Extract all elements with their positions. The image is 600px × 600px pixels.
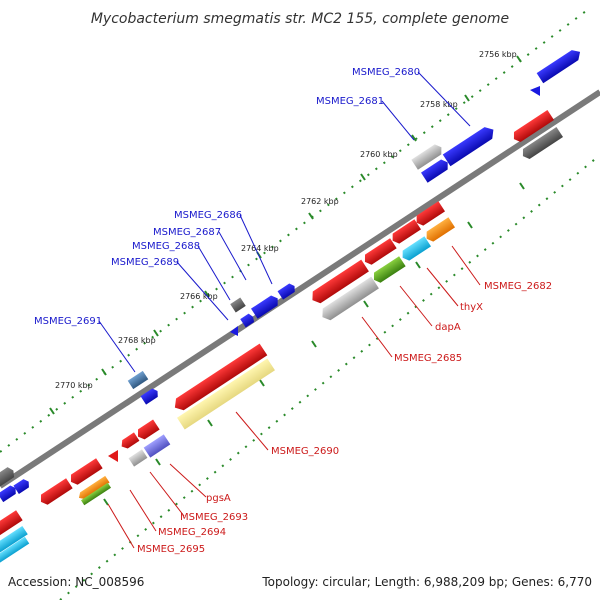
gene-red-2693[interactable] xyxy=(119,432,140,450)
gene-small-blue-1[interactable] xyxy=(530,86,540,96)
gene-msmeg-2690[interactable] xyxy=(177,358,275,430)
gene-blue-f[interactable] xyxy=(13,477,31,495)
gene-red-pgsa[interactable] xyxy=(135,419,160,441)
genome-backbone xyxy=(0,88,600,490)
tick-2760: 2760 kbp xyxy=(360,150,398,159)
reverse-leader-lines xyxy=(107,245,481,549)
tick-2766: 2766 kbp xyxy=(180,292,218,301)
label-msmeg-2693[interactable]: MSMEG_2693 xyxy=(180,512,248,523)
label-msmeg-2690[interactable]: MSMEG_2690 xyxy=(271,446,339,457)
label-msmeg-2685[interactable]: MSMEG_2685 xyxy=(394,353,462,364)
gene-msmeg-2693[interactable] xyxy=(128,449,148,467)
gene-cyan-edge-2[interactable] xyxy=(0,536,30,564)
gene-dark-top[interactable] xyxy=(520,127,564,161)
tick-2758: 2758 kbp xyxy=(420,100,458,109)
genome-summary-text: Topology: circular; Length: 6,988,209 bp… xyxy=(261,575,592,589)
gene-msmeg-2685[interactable] xyxy=(319,276,379,323)
label-msmeg-2680[interactable]: MSMEG_2680 xyxy=(352,67,420,78)
accession-text: Accession: NC_008596 xyxy=(8,575,144,589)
label-thyx[interactable]: thyX xyxy=(460,302,483,313)
gene-cyan-edge-1[interactable] xyxy=(0,525,28,555)
gene-msmeg-2688[interactable] xyxy=(240,313,256,328)
gene-gray-a[interactable] xyxy=(411,142,444,170)
gene-msmeg-2695[interactable] xyxy=(80,482,112,506)
gene-msmeg-2680[interactable] xyxy=(536,47,584,84)
gene-dapa[interactable] xyxy=(371,256,406,285)
gene-red-top[interactable] xyxy=(511,110,555,144)
kbp-tick-labels: 2756 kbp 2758 kbp 2760 kbp 2762 kbp 2764… xyxy=(55,50,517,390)
label-msmeg-2694[interactable]: MSMEG_2694 xyxy=(158,527,226,538)
label-msmeg-2688[interactable]: MSMEG_2688 xyxy=(132,241,200,252)
gene-red-2682a[interactable] xyxy=(413,201,445,228)
gene-red-left[interactable] xyxy=(38,478,73,507)
tick-2756: 2756 kbp xyxy=(479,50,517,59)
gene-blue-b[interactable] xyxy=(421,157,451,183)
label-msmeg-2687[interactable]: MSMEG_2687 xyxy=(153,227,221,238)
gene-blue-d[interactable] xyxy=(0,465,17,487)
gene-blue-c[interactable] xyxy=(140,387,161,405)
label-msmeg-2691[interactable]: MSMEG_2691 xyxy=(34,316,102,327)
map-title: Mycobacterium smegmatis str. MC2 155, co… xyxy=(91,11,509,27)
tick-2768: 2768 kbp xyxy=(118,336,156,345)
label-dapa[interactable]: dapA xyxy=(435,322,461,333)
major-ticks xyxy=(49,55,525,506)
forward-gene-labels: MSMEG_2680 MSMEG_2681 MSMEG_2686 MSMEG_2… xyxy=(34,67,420,327)
reverse-gene-labels: MSMEG_2682 thyX dapA MSMEG_2685 MSMEG_26… xyxy=(137,281,552,555)
gene-msmeg-2691[interactable] xyxy=(127,370,149,390)
forward-genes xyxy=(0,47,584,503)
tick-2764: 2764 kbp xyxy=(241,244,279,253)
gene-msmeg-2686[interactable] xyxy=(277,282,298,300)
label-msmeg-2681[interactable]: MSMEG_2681 xyxy=(316,96,384,107)
gene-blue-e[interactable] xyxy=(0,484,18,503)
label-msmeg-2695[interactable]: MSMEG_2695 xyxy=(137,544,205,555)
gene-pgsa[interactable] xyxy=(143,434,171,458)
label-msmeg-2686[interactable]: MSMEG_2686 xyxy=(174,210,242,221)
gene-thyx[interactable] xyxy=(399,236,431,263)
gene-msmeg-2689[interactable] xyxy=(230,297,246,313)
reverse-genes xyxy=(0,110,564,564)
gene-small-blue-2[interactable] xyxy=(230,326,238,336)
label-msmeg-2689[interactable]: MSMEG_2689 xyxy=(111,257,179,268)
gene-msmeg-2681[interactable] xyxy=(442,124,497,167)
gene-small-red[interactable] xyxy=(108,450,118,462)
gene-red-dapa[interactable] xyxy=(362,238,397,267)
label-msmeg-2682[interactable]: MSMEG_2682 xyxy=(484,281,552,292)
tick-2770: 2770 kbp xyxy=(55,381,93,390)
gene-red-2685[interactable] xyxy=(309,259,369,306)
gene-red-thyx[interactable] xyxy=(389,219,421,246)
gene-red-2690[interactable] xyxy=(171,343,268,414)
gene-msmeg-2682[interactable] xyxy=(423,217,455,244)
tick-2762: 2762 kbp xyxy=(301,197,339,206)
forward-leader-lines xyxy=(98,71,471,373)
gene-red-edge[interactable] xyxy=(0,510,23,539)
gene-msmeg-2687[interactable] xyxy=(251,293,281,319)
gene-msmeg-2694[interactable] xyxy=(77,475,110,501)
label-pgsa[interactable]: pgsA xyxy=(206,493,231,504)
gene-red-2694[interactable] xyxy=(68,458,103,487)
